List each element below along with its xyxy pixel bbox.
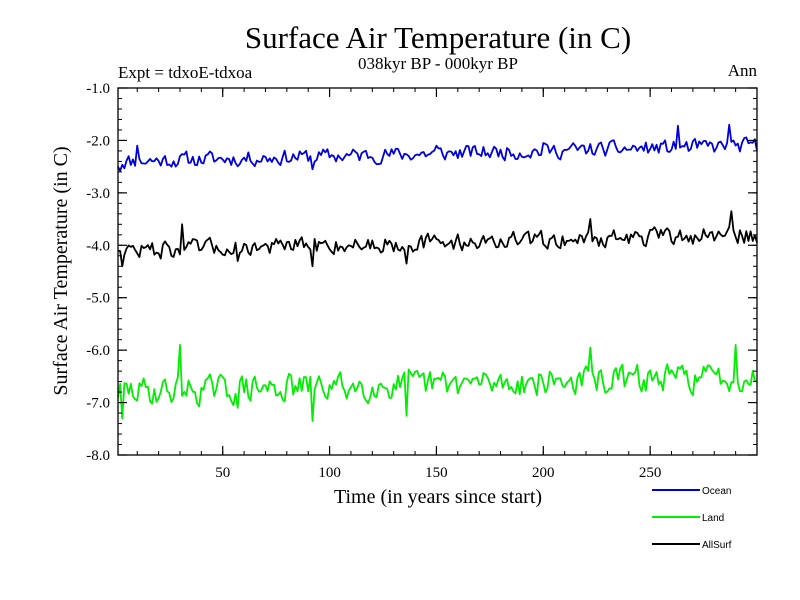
series-line-ocean (117, 123, 758, 172)
x-tick-label: 200 (532, 465, 555, 481)
legend-label-allsurf: AllSurf (702, 540, 732, 551)
y-tick-label: -5.0 (86, 291, 110, 307)
chart-subtitle: 038kyr BP - 000kyr BP (358, 54, 518, 73)
experiment-label: Expt = tdxoE-tdxoa (118, 63, 253, 82)
y-tick-label: -4.0 (86, 238, 110, 254)
y-tick-label: -2.0 (86, 133, 110, 149)
plot-area (117, 123, 758, 422)
y-tick-label: -7.0 (86, 396, 110, 412)
plot-frame (117, 87, 758, 456)
y-axis-label: Surface Air Temperature (in C) (50, 146, 72, 395)
x-tick-label: 100 (318, 465, 341, 481)
series-line-land (117, 344, 758, 422)
y-tick-label: -6.0 (86, 343, 110, 359)
x-axis-label: Time (in years since start) (334, 486, 542, 508)
period-label: Ann (728, 61, 758, 80)
legend: Ocean Land AllSurf (652, 486, 732, 551)
y-tick-label: -3.0 (86, 186, 110, 202)
chart-title: Surface Air Temperature (in C) (245, 20, 631, 55)
legend-label-land: Land (702, 513, 724, 524)
y-axis: -1.0 -2.0 -3.0 -4.0 -5.0 -6.0 -7.0 -8.0 (86, 81, 757, 464)
legend-label-ocean: Ocean (702, 486, 731, 497)
series-line-allsurf (117, 210, 758, 268)
y-tick-label: -1.0 (86, 81, 110, 97)
x-axis: 50 100 150 200 250 (136, 88, 737, 481)
x-tick-label: 150 (425, 465, 448, 481)
x-tick-label: 50 (215, 465, 230, 481)
y-tick-label: -8.0 (86, 448, 110, 464)
x-tick-label: 250 (639, 465, 662, 481)
